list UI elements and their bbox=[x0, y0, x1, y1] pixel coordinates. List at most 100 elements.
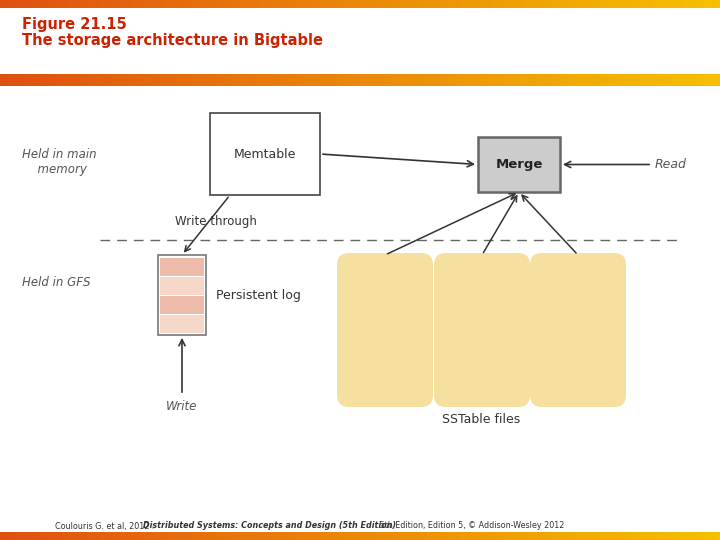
Bar bbox=[357, 0, 358, 8]
Bar bbox=[355, 532, 356, 540]
Bar bbox=[128, 532, 129, 540]
Bar bbox=[187, 532, 188, 540]
Bar bbox=[660, 74, 661, 86]
Bar bbox=[676, 0, 677, 8]
Bar bbox=[13, 532, 14, 540]
Bar bbox=[196, 74, 197, 86]
Bar bbox=[643, 532, 644, 540]
Bar bbox=[643, 74, 644, 86]
Bar bbox=[571, 532, 572, 540]
Bar bbox=[619, 532, 620, 540]
Bar bbox=[51, 532, 52, 540]
Bar bbox=[76, 532, 77, 540]
Bar bbox=[327, 74, 328, 86]
Bar bbox=[406, 532, 407, 540]
Bar bbox=[388, 0, 389, 8]
Bar bbox=[445, 74, 446, 86]
Bar bbox=[203, 74, 204, 86]
Bar bbox=[183, 74, 184, 86]
Bar bbox=[53, 0, 54, 8]
Bar bbox=[695, 0, 696, 8]
Bar bbox=[160, 74, 161, 86]
Bar bbox=[216, 0, 217, 8]
Bar bbox=[140, 532, 141, 540]
Bar bbox=[435, 74, 436, 86]
Bar bbox=[354, 0, 355, 8]
Bar bbox=[561, 74, 562, 86]
Bar bbox=[83, 74, 84, 86]
Bar bbox=[555, 532, 556, 540]
Bar bbox=[620, 0, 621, 8]
Bar bbox=[584, 74, 585, 86]
Bar bbox=[162, 74, 163, 86]
Bar bbox=[472, 532, 473, 540]
Bar bbox=[487, 532, 488, 540]
Bar bbox=[480, 0, 481, 8]
Bar bbox=[90, 0, 91, 8]
Bar bbox=[537, 532, 538, 540]
Bar bbox=[410, 74, 411, 86]
Bar bbox=[571, 74, 572, 86]
Bar bbox=[16, 74, 17, 86]
Bar bbox=[266, 0, 267, 8]
Bar bbox=[237, 74, 238, 86]
Bar bbox=[343, 74, 344, 86]
Bar bbox=[550, 74, 551, 86]
Bar bbox=[314, 74, 315, 86]
Bar bbox=[581, 532, 582, 540]
Bar bbox=[296, 532, 297, 540]
Bar bbox=[629, 0, 630, 8]
Bar bbox=[493, 0, 494, 8]
Bar bbox=[182, 532, 183, 540]
Bar bbox=[100, 532, 101, 540]
Bar bbox=[610, 74, 611, 86]
Bar bbox=[670, 74, 671, 86]
Bar bbox=[516, 532, 517, 540]
Bar bbox=[715, 0, 716, 8]
Bar bbox=[213, 74, 214, 86]
Bar bbox=[220, 532, 221, 540]
Bar bbox=[215, 74, 216, 86]
Bar bbox=[709, 74, 710, 86]
Bar bbox=[263, 532, 264, 540]
Bar bbox=[345, 74, 346, 86]
Bar bbox=[701, 74, 702, 86]
Bar bbox=[125, 0, 126, 8]
Bar bbox=[613, 0, 614, 8]
Bar bbox=[677, 0, 678, 8]
Bar bbox=[673, 74, 674, 86]
Bar bbox=[79, 74, 80, 86]
Bar bbox=[463, 0, 464, 8]
Bar bbox=[494, 532, 495, 540]
Bar bbox=[136, 0, 137, 8]
Bar bbox=[527, 74, 528, 86]
Bar bbox=[463, 532, 464, 540]
Bar bbox=[451, 532, 452, 540]
Bar bbox=[442, 532, 443, 540]
Bar bbox=[246, 74, 247, 86]
Bar bbox=[46, 0, 47, 8]
Bar bbox=[539, 0, 540, 8]
Bar bbox=[247, 0, 248, 8]
Bar bbox=[572, 532, 573, 540]
Bar bbox=[107, 74, 108, 86]
Bar bbox=[184, 74, 185, 86]
Bar bbox=[635, 532, 636, 540]
Bar bbox=[548, 74, 549, 86]
Bar bbox=[152, 0, 153, 8]
Bar bbox=[320, 0, 321, 8]
Bar bbox=[520, 74, 521, 86]
Bar bbox=[192, 0, 193, 8]
Bar bbox=[329, 0, 330, 8]
Bar bbox=[112, 0, 113, 8]
Bar bbox=[540, 532, 541, 540]
Bar bbox=[524, 532, 525, 540]
Bar bbox=[682, 74, 683, 86]
Bar bbox=[705, 74, 706, 86]
Bar bbox=[35, 0, 36, 8]
Bar bbox=[15, 532, 16, 540]
Bar bbox=[653, 74, 654, 86]
Bar bbox=[601, 532, 602, 540]
Bar bbox=[31, 532, 32, 540]
Bar bbox=[232, 0, 233, 8]
